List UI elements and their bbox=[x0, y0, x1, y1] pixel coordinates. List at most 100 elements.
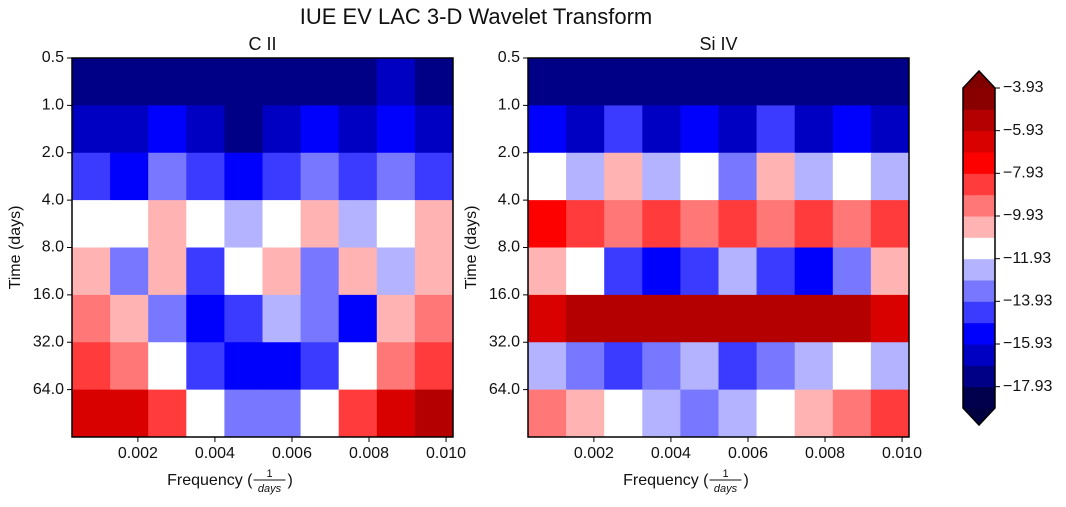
contour-cell bbox=[338, 294, 378, 343]
contour-cell bbox=[224, 389, 263, 438]
contour-cell bbox=[110, 389, 149, 438]
contour-cell bbox=[680, 152, 719, 201]
colorbar-band bbox=[963, 322, 995, 345]
contour-cell bbox=[604, 342, 643, 391]
contour-cell bbox=[72, 247, 111, 296]
contour-cell bbox=[566, 247, 605, 296]
contour-cell bbox=[642, 247, 681, 296]
contour-cell bbox=[186, 247, 225, 296]
contour-cell bbox=[756, 294, 796, 343]
contour-cell bbox=[186, 342, 225, 391]
contour-cell bbox=[110, 105, 149, 154]
contour-cell bbox=[376, 294, 416, 343]
colorbar-tick-label: −9.93 bbox=[1003, 207, 1044, 224]
colorbar-under bbox=[963, 408, 995, 425]
colorbar-band bbox=[963, 301, 995, 324]
figure-title: IUE EV LAC 3-D Wavelet Transform bbox=[300, 4, 653, 29]
x-tick-label: 0.008 bbox=[349, 445, 389, 462]
contour-cell bbox=[300, 105, 340, 154]
contour-cell bbox=[148, 105, 187, 154]
contour-cell bbox=[680, 200, 719, 248]
contour-cell bbox=[756, 58, 796, 106]
contour-cell bbox=[870, 152, 910, 201]
contour-cell bbox=[376, 200, 416, 248]
contour-cell bbox=[110, 200, 149, 248]
y-tick-label: 4.0 bbox=[42, 191, 64, 208]
y-tick-label: 0.5 bbox=[42, 49, 64, 66]
contour-cell bbox=[338, 342, 378, 391]
contour-cell bbox=[794, 200, 834, 248]
x-tick-label: 0.006 bbox=[728, 445, 768, 462]
contour-cell bbox=[262, 152, 302, 201]
colorbar-band bbox=[963, 344, 995, 366]
contour-cell bbox=[718, 294, 758, 343]
contour-cell bbox=[870, 294, 910, 343]
contour-cell bbox=[414, 200, 454, 248]
contour-cell bbox=[870, 247, 910, 296]
y-tick-label: 1.0 bbox=[498, 97, 520, 114]
contour-cell bbox=[414, 105, 454, 154]
contour-cell bbox=[718, 152, 758, 201]
y-tick-label: 32.0 bbox=[489, 333, 520, 350]
contour-cell bbox=[794, 58, 834, 106]
colorbar-band bbox=[963, 130, 995, 153]
contour-cell bbox=[72, 294, 111, 343]
contour-cell bbox=[262, 247, 302, 296]
contour-cell bbox=[262, 58, 302, 106]
contour-cell bbox=[566, 200, 605, 248]
contour-cell bbox=[224, 294, 263, 343]
contour-cell bbox=[148, 342, 187, 391]
contour-cell bbox=[300, 58, 340, 106]
colorbar-band bbox=[963, 237, 995, 260]
y-tick-label: 32.0 bbox=[33, 333, 64, 350]
contour-cell bbox=[224, 58, 263, 106]
colorbar-band bbox=[963, 386, 995, 409]
contour-cell bbox=[186, 200, 225, 248]
contour-cell bbox=[718, 200, 758, 248]
contour-cell bbox=[110, 247, 149, 296]
contour-cell bbox=[148, 152, 187, 201]
contour-cell bbox=[148, 58, 187, 106]
contour-cell bbox=[680, 105, 719, 154]
contour-cell bbox=[224, 247, 263, 296]
contour-cell bbox=[794, 294, 834, 343]
contour-cell bbox=[72, 58, 111, 106]
contour-cell bbox=[832, 200, 872, 248]
x-tick-label: 0.004 bbox=[195, 445, 235, 462]
contour-cell bbox=[528, 389, 567, 438]
contour-cell bbox=[566, 294, 605, 343]
contour-cell bbox=[148, 200, 187, 248]
colorbar-tick-label: −15.93 bbox=[1003, 335, 1052, 352]
y-tick-label: 8.0 bbox=[42, 239, 64, 256]
colorbar-tick-label: −7.93 bbox=[1003, 165, 1044, 182]
y-tick-label: 16.0 bbox=[489, 286, 520, 303]
colorbar-tick-label: −3.93 bbox=[1003, 79, 1044, 96]
contour-cell bbox=[262, 342, 302, 391]
x-tick-label: 0.010 bbox=[426, 445, 466, 462]
colorbar-band bbox=[963, 194, 995, 217]
contour-cell bbox=[642, 294, 681, 343]
contour-cell bbox=[338, 105, 378, 154]
contour-cell bbox=[642, 58, 681, 106]
colorbar-band bbox=[963, 109, 995, 132]
x-axis-label-num: 1 bbox=[266, 468, 272, 480]
contour-cell bbox=[528, 342, 567, 391]
contour-cell bbox=[718, 105, 758, 154]
contour-cell bbox=[832, 389, 872, 438]
contour-cell bbox=[110, 342, 149, 391]
contour-cell bbox=[794, 389, 834, 438]
colorbar-band bbox=[963, 173, 995, 196]
contour-cell bbox=[224, 105, 263, 154]
contour-cell bbox=[870, 389, 910, 438]
contour-cell bbox=[338, 247, 378, 296]
contour-cell bbox=[604, 152, 643, 201]
contour-cell bbox=[756, 200, 796, 248]
contour-cell bbox=[604, 105, 643, 154]
colorbar-band bbox=[963, 280, 995, 302]
contour-cell bbox=[528, 247, 567, 296]
x-tick-label: 0.010 bbox=[882, 445, 922, 462]
contour-cell bbox=[262, 389, 302, 438]
contour-cell bbox=[832, 105, 872, 154]
contour-cell bbox=[604, 58, 643, 106]
contour-cell bbox=[376, 58, 416, 106]
